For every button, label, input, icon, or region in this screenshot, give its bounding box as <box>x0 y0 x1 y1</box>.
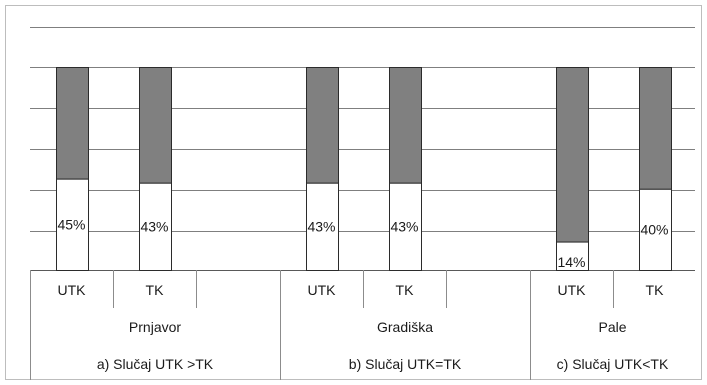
data-label: 14% <box>557 254 585 270</box>
data-label: 43% <box>307 218 335 234</box>
bar-value-Pale-UTK <box>556 241 589 272</box>
category-label: UTK <box>558 282 587 298</box>
case-label: c) Slučaj UTK<TK <box>557 356 669 372</box>
bars <box>56 67 672 272</box>
bar-value-Gradiška-TK <box>389 182 422 272</box>
bar-remainder-Pale-TK <box>639 67 672 190</box>
bar-remainder-Gradiška-UTK <box>306 67 339 184</box>
case-label: b) Slučaj UTK=TK <box>349 356 462 372</box>
bar-remainder-Gradiška-TK <box>389 67 422 184</box>
chart-frame <box>5 5 702 380</box>
bar-remainder-Pale-UTK <box>556 67 589 243</box>
group-label: Prnjavor <box>129 319 181 335</box>
category-label: UTK <box>58 282 87 298</box>
bar-value-Prnjavor-TK <box>139 182 172 272</box>
bar-remainder-Prnjavor-UTK <box>56 67 89 180</box>
data-label: 43% <box>390 218 418 234</box>
group-label: Pale <box>598 319 626 335</box>
category-table <box>30 270 614 380</box>
group-label: Gradiška <box>377 319 433 335</box>
bar-remainder-Prnjavor-TK <box>139 67 172 184</box>
grid-lines <box>30 27 695 271</box>
labels: 45% UTK 43% TK Prnjavor a) Slučaj UTK >TK 43% U… <box>57 216 668 372</box>
category-label: TK <box>646 282 665 298</box>
data-label: 43% <box>140 218 168 234</box>
bar-value-Gradiška-UTK <box>306 182 339 272</box>
category-label: UTK <box>308 282 337 298</box>
case-label: a) Slučaj UTK >TK <box>97 356 214 372</box>
bar-value-Prnjavor-UTK <box>56 178 89 271</box>
data-label: 40% <box>640 221 668 237</box>
category-label: TK <box>396 282 415 298</box>
data-label: 45% <box>57 216 85 232</box>
bar-value-Pale-TK <box>639 188 672 271</box>
category-label: TK <box>146 282 165 298</box>
